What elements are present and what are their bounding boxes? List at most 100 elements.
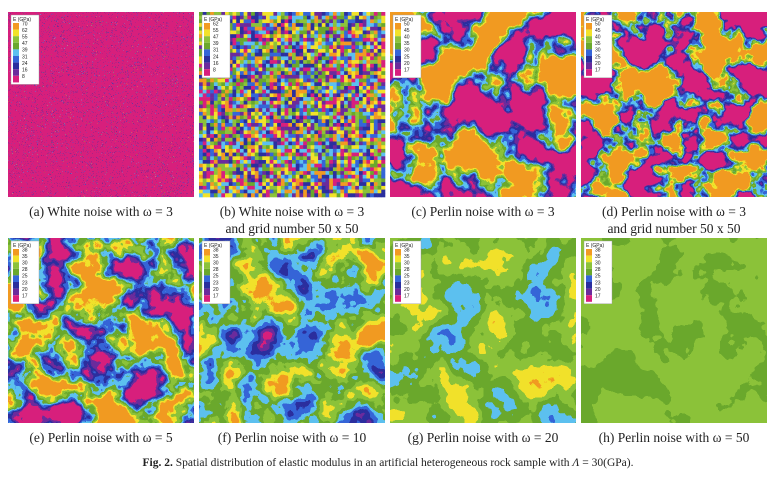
panel-caption: and grid number 50 x 50: [225, 221, 358, 236]
legend-label: 20: [595, 61, 601, 67]
legend-swatch: [395, 268, 401, 276]
legend-label: 24: [22, 61, 28, 67]
legend-swatch: [586, 56, 592, 63]
panel-caption: (c) Perlin noise with ω = 3: [411, 204, 554, 219]
panel-caption: and grid number 50 x 50: [607, 221, 740, 236]
legend-label: 25: [404, 274, 410, 280]
panel-caption: (e) Perlin noise with ω = 5: [29, 430, 172, 445]
panel-caption: (b) White noise with ω = 3: [220, 204, 365, 219]
legend-label: 35: [213, 254, 219, 260]
legend-swatch: [586, 295, 592, 302]
legend-label: 17: [22, 294, 28, 300]
legend-label: 25: [213, 274, 219, 280]
legend-label: 30: [404, 261, 410, 267]
legend-swatch: [13, 288, 19, 296]
legend-swatch: [204, 288, 210, 296]
legend-label: 30: [595, 48, 601, 54]
legend-label: 45: [404, 28, 410, 34]
legend-swatch: [586, 262, 592, 269]
legend-label: 30: [22, 261, 28, 267]
legend-label: 35: [595, 41, 601, 47]
legend-title: E (GPa): [395, 17, 413, 23]
legend-swatch: [586, 275, 592, 282]
legend-swatch: [13, 275, 19, 282]
legend-label: 23: [595, 280, 601, 286]
legend-swatch: [586, 36, 592, 43]
legend-label: 28: [404, 267, 410, 273]
legend-swatch: [13, 69, 19, 76]
legend-swatch: [586, 23, 592, 30]
legend-swatch: [13, 295, 19, 302]
legend-label: 38: [404, 247, 410, 253]
figure-caption: Fig. 2. Spatial distribution of elastic …: [143, 457, 634, 469]
legend-swatch: [204, 268, 210, 276]
legend-swatch: [204, 23, 210, 30]
panel-caption: (h) Perlin noise with ω = 50: [599, 430, 750, 445]
legend-label: 16: [213, 61, 219, 67]
legend-swatch: [586, 282, 592, 289]
legend-label: 20: [22, 287, 28, 293]
legend-label: 31: [213, 48, 219, 54]
legend-label: 55: [22, 35, 28, 41]
legend-swatch: [395, 262, 401, 269]
legend-swatch: [13, 262, 19, 269]
legend-label: 28: [213, 267, 219, 273]
legend-swatch: [204, 295, 210, 302]
legend-label: 30: [404, 48, 410, 54]
legend-swatch: [204, 62, 210, 70]
legend-swatch: [13, 36, 19, 43]
legend-label: 45: [595, 28, 601, 34]
legend-label: 70: [22, 21, 28, 27]
legend-swatch: [395, 288, 401, 296]
legend-label: 28: [22, 267, 28, 273]
legend-label: 20: [404, 287, 410, 293]
legend-label: 31: [22, 54, 28, 60]
panel-caption: (d) Perlin noise with ω = 3: [602, 204, 746, 219]
legend-swatch: [586, 49, 592, 56]
legend-label: 50: [595, 21, 601, 27]
legend-swatch: [395, 49, 401, 56]
legend-label: 39: [22, 48, 28, 54]
legend-title: E (GPa): [395, 243, 413, 249]
legend-label: 39: [213, 41, 219, 47]
legend-label: 35: [404, 254, 410, 260]
legend-label: 24: [213, 54, 219, 60]
legend-swatch: [13, 255, 19, 263]
legend-label: 16: [22, 68, 28, 74]
figure-rest: = 30(GPa).: [582, 457, 633, 469]
legend-label: 62: [213, 21, 219, 27]
legend-label: 25: [404, 54, 410, 60]
legend-swatch: [395, 69, 401, 76]
legend-swatch: [204, 275, 210, 282]
panel-caption: (f) Perlin noise with ω = 10: [218, 430, 367, 445]
legend-swatch: [204, 42, 210, 50]
legend-swatch: [586, 268, 592, 276]
legend-label: 35: [404, 41, 410, 47]
legend-swatch: [586, 29, 592, 37]
legend-label: 8: [22, 74, 25, 80]
legend-label: 20: [595, 287, 601, 293]
legend-swatch: [395, 62, 401, 70]
legend-title: E (GPa): [204, 243, 222, 249]
legend-swatch: [204, 255, 210, 263]
legend-title: E (GPa): [13, 243, 31, 249]
legend-swatch: [13, 268, 19, 276]
legend-swatch: [13, 282, 19, 289]
legend-swatch: [586, 62, 592, 70]
legend-label: 30: [595, 261, 601, 267]
legend-title: E (GPa): [204, 17, 222, 23]
legend-label: 40: [404, 35, 410, 41]
legend-label: 23: [404, 280, 410, 286]
figure-text: Spatial distribution of elastic modulus …: [176, 457, 570, 469]
legend-label: 17: [404, 68, 410, 74]
legend-label: 25: [595, 274, 601, 280]
legend-swatch: [395, 56, 401, 63]
legend-label: 17: [213, 294, 219, 300]
